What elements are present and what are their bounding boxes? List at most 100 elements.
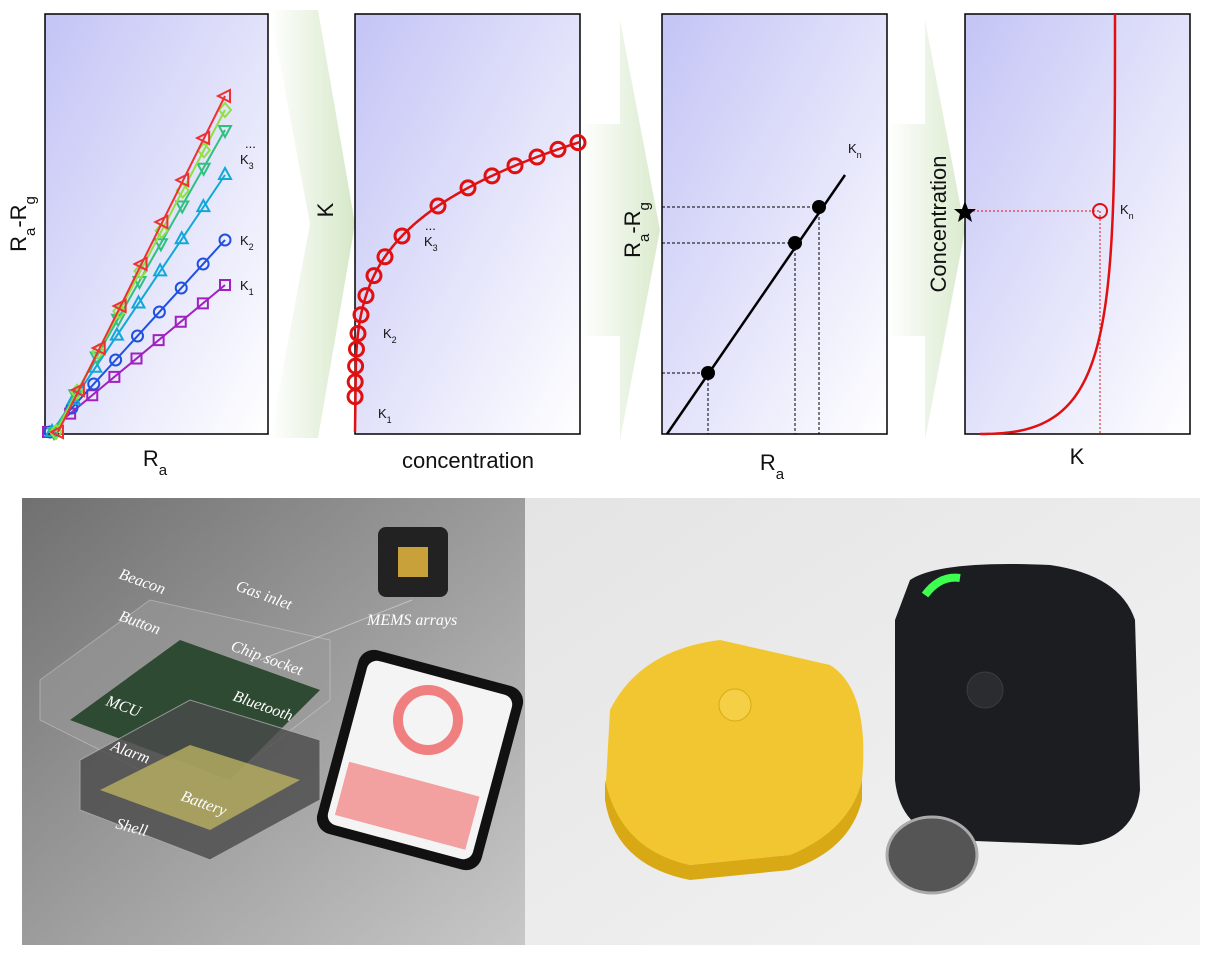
- y-label: Ra-Rg: [620, 202, 653, 258]
- label-part: -R: [6, 204, 31, 227]
- marker: [348, 340, 365, 358]
- label-part: n: [1129, 211, 1134, 221]
- marker: [215, 88, 231, 104]
- label-part: R: [6, 236, 31, 252]
- marker: [352, 306, 370, 324]
- marker: [109, 326, 125, 341]
- label-part: K: [848, 141, 857, 156]
- marker: [347, 357, 365, 375]
- label-part: K: [240, 278, 249, 293]
- annotation: ...: [425, 218, 436, 233]
- marker: [365, 267, 383, 285]
- marker: [393, 227, 411, 245]
- marker: [429, 197, 447, 215]
- label-part: R: [620, 242, 645, 258]
- label-part: K: [383, 326, 392, 341]
- marker: [483, 167, 501, 185]
- annotation: K3: [424, 234, 438, 253]
- marker: [195, 198, 212, 213]
- marker: [108, 370, 121, 383]
- marker: [506, 157, 524, 175]
- plot-frames: [44, 13, 1191, 435]
- label-part: R: [760, 450, 776, 475]
- marker: [219, 279, 231, 291]
- marker: [90, 340, 106, 356]
- label-part: a: [159, 462, 168, 479]
- marker: [196, 257, 210, 271]
- marker: [153, 214, 169, 230]
- annotation: ...: [245, 136, 256, 151]
- photo-left: Beacon Gas inlet Button Chip socket MCU …: [22, 498, 525, 945]
- marker: [174, 315, 187, 328]
- label-part: R: [143, 446, 159, 471]
- label-part: 3: [433, 243, 438, 253]
- marker: [357, 287, 375, 305]
- label-part: a: [22, 227, 39, 236]
- marker: [459, 179, 477, 197]
- marker: [152, 262, 168, 277]
- label-part: 1: [387, 415, 392, 425]
- x-label: Ra: [143, 446, 168, 479]
- marker: [174, 172, 190, 188]
- marker: [174, 200, 190, 215]
- marker: [132, 256, 148, 272]
- x-label: K: [1070, 444, 1085, 469]
- marker: [1092, 203, 1108, 219]
- label-part: g: [22, 196, 39, 204]
- label-part: -R: [620, 210, 645, 233]
- label-part: 2: [392, 335, 397, 345]
- marker: [130, 352, 143, 365]
- annotation: Kn: [848, 141, 862, 160]
- label-part: a: [776, 466, 785, 483]
- label-part: K: [240, 152, 249, 167]
- marker: [131, 329, 144, 343]
- x-label: Ra: [760, 450, 785, 483]
- marker: [48, 424, 64, 440]
- y-label: K: [313, 202, 338, 217]
- arrows: [270, 10, 965, 440]
- panel-labels: Ra-Rg Ra ... K3 K2 K1 K concentration K1…: [6, 136, 1134, 483]
- x-label: concentration: [402, 448, 534, 473]
- marker: [154, 222, 169, 240]
- annotation: K2: [240, 233, 254, 252]
- marker: [218, 233, 232, 247]
- y-label: Concentration: [926, 156, 951, 293]
- marker: [217, 125, 233, 140]
- photo-right: [525, 498, 1200, 945]
- marker: [109, 353, 123, 367]
- label-part: n: [857, 150, 862, 160]
- label-part: g: [636, 202, 653, 210]
- label-part: K: [378, 406, 387, 421]
- annotation: K3: [240, 152, 254, 171]
- label-part: 3: [249, 161, 254, 171]
- marker: [174, 281, 188, 295]
- marker: [196, 297, 209, 310]
- marker: [152, 334, 165, 347]
- marker: [528, 148, 546, 166]
- curves: [42, 14, 1117, 442]
- marker: [569, 134, 587, 152]
- marker: [112, 302, 127, 320]
- annotation: K1: [378, 406, 392, 425]
- label-part: a: [636, 233, 653, 242]
- annotation: Kn: [1120, 202, 1134, 221]
- schematic-line: [57, 95, 226, 433]
- annotation: K1: [240, 278, 254, 297]
- marker: [111, 298, 127, 314]
- marker: [69, 382, 85, 398]
- schematic-line: [665, 174, 847, 435]
- label-part: K: [240, 233, 249, 248]
- photo-label: MEMS arrays: [366, 612, 457, 629]
- marker: [67, 389, 84, 404]
- marker: [346, 373, 364, 391]
- marker: [153, 238, 169, 253]
- annotation: K2: [383, 326, 397, 345]
- star: [954, 201, 976, 222]
- marker: [217, 101, 233, 119]
- marker: [130, 294, 147, 309]
- marker: [87, 377, 101, 391]
- label-part: 1: [249, 287, 254, 297]
- schematic-curve: [979, 14, 1117, 436]
- marker: [217, 165, 233, 180]
